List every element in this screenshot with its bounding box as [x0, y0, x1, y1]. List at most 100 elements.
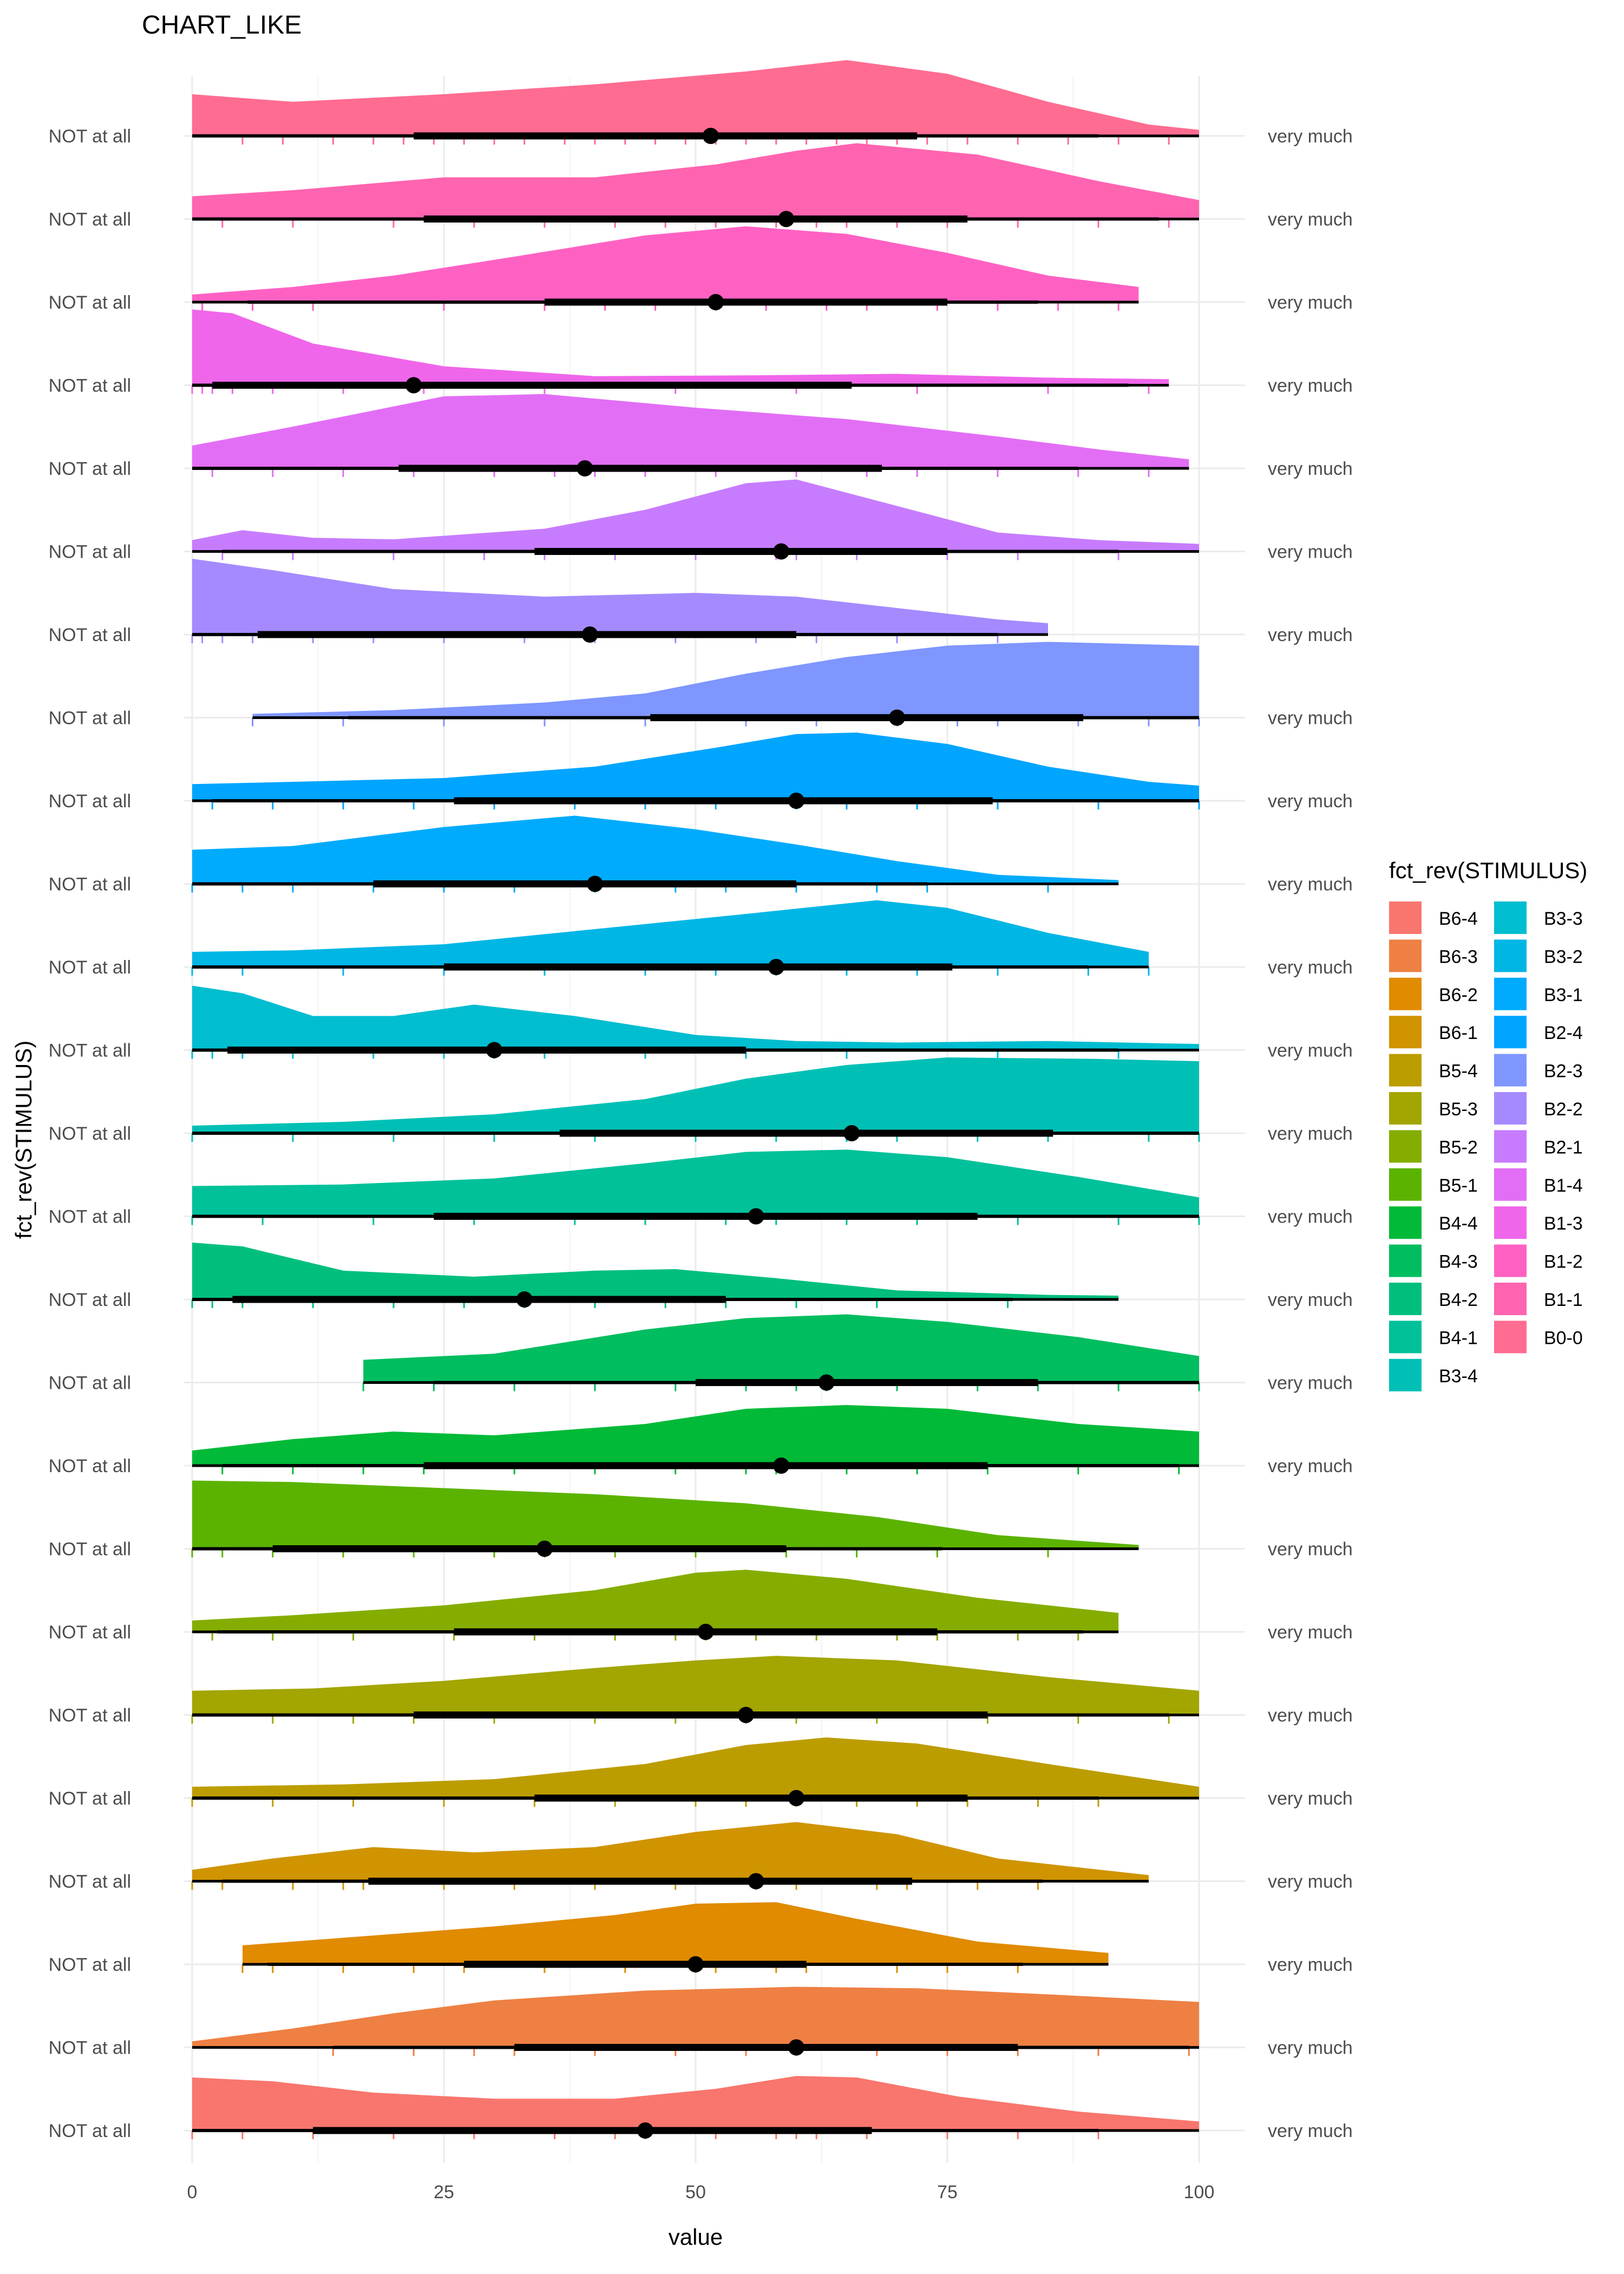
legend-label: B4-2: [1439, 1290, 1478, 1310]
row-label-right: very much: [1268, 1539, 1353, 1560]
row-label-left: NOT at all: [49, 210, 131, 230]
legend-label: B6-2: [1439, 985, 1478, 1005]
row-label-right: very much: [1268, 210, 1353, 230]
median-point: [748, 1208, 764, 1225]
row-label-left: NOT at all: [49, 1207, 131, 1227]
row-label-left: NOT at all: [49, 1706, 131, 1726]
x-tick-label: 100: [1184, 2182, 1215, 2203]
density-cloud: [192, 1656, 1199, 1715]
x-tick-label: 0: [187, 2182, 198, 2203]
legend-label: B3-4: [1439, 1366, 1478, 1387]
row-label-right: very much: [1268, 957, 1353, 978]
median-point: [773, 543, 790, 560]
legend-swatch: [1494, 1168, 1527, 1201]
legend-label: B2-4: [1544, 1023, 1583, 1043]
legend-label: B5-3: [1439, 1099, 1478, 1120]
median-point: [738, 1707, 754, 1723]
row-label-right: very much: [1268, 1955, 1353, 1975]
row-label-left: NOT at all: [49, 126, 131, 147]
row-label-right: very much: [1268, 1788, 1353, 1809]
median-point: [818, 1374, 835, 1391]
legend-swatch: [1494, 1244, 1527, 1277]
median-point: [577, 460, 593, 476]
density-cloud: [192, 309, 1169, 385]
row-labels: NOT at all very much NOT at all very much NO…: [49, 126, 1353, 2141]
median-point: [581, 626, 598, 643]
density-cloud: [192, 479, 1199, 552]
density-cloud: [192, 1822, 1149, 1881]
row-label-right: very much: [1268, 1456, 1353, 1476]
density-cloud: [192, 1987, 1199, 2048]
row-label-right: very much: [1268, 292, 1353, 313]
row-label-right: very much: [1268, 1290, 1353, 1310]
row-label-left: NOT at all: [49, 1622, 131, 1643]
legend-swatch: [1494, 1016, 1527, 1049]
median-point: [486, 1042, 502, 1058]
legend-label: B3-1: [1544, 985, 1583, 1005]
median-point: [702, 128, 719, 144]
legend-swatch: [1494, 977, 1527, 1010]
density-cloud: [192, 2076, 1199, 2131]
density-cloud: [192, 900, 1149, 967]
median-point: [843, 1125, 860, 1141]
legend-swatch: [1389, 1016, 1422, 1049]
legend-label: B6-4: [1439, 909, 1478, 929]
row-label-right: very much: [1268, 791, 1353, 812]
row-label-left: NOT at all: [49, 625, 131, 645]
x-axis-ticks: 0 25 50 75 100: [187, 2182, 1215, 2203]
legend-swatch: [1389, 1283, 1422, 1315]
x-axis-title: value: [669, 2224, 723, 2250]
legend-label: B6-3: [1439, 946, 1478, 967]
median-point: [536, 1540, 553, 1557]
density-cloud: [192, 60, 1199, 136]
row-label-right: very much: [1268, 2121, 1353, 2141]
legend-title: fct_rev(STIMULUS): [1389, 858, 1587, 883]
legend-label: B5-1: [1439, 1175, 1478, 1196]
row-label-right: very much: [1268, 1706, 1353, 1726]
row-label-left: NOT at all: [49, 542, 131, 563]
row-label-right: very much: [1268, 126, 1353, 147]
legend-label: B6-1: [1439, 1023, 1478, 1043]
row-label-left: NOT at all: [49, 2038, 131, 2059]
median-point: [788, 1790, 804, 1806]
legend-label: B1-3: [1544, 1213, 1583, 1234]
density-cloud: [192, 815, 1119, 884]
row-label-left: NOT at all: [49, 292, 131, 313]
interval-bars: [192, 128, 1199, 2139]
median-point: [773, 1458, 790, 1474]
density-cloud: [192, 985, 1199, 1050]
row-label-left: NOT at all: [49, 708, 131, 729]
legend-swatch: [1494, 1206, 1527, 1239]
row-label-right: very much: [1268, 1373, 1353, 1394]
x-tick-label: 75: [937, 2182, 958, 2203]
row-label-left: NOT at all: [49, 1041, 131, 1061]
row-label-left: NOT at all: [49, 1788, 131, 1809]
legend: fct_rev(STIMULUS) B6-4 B6-3 B6-2 B6-1 B5-4 B5…: [1389, 858, 1587, 1391]
density-cloud: [192, 143, 1199, 219]
density-cloud: [252, 642, 1200, 718]
legend-swatch: [1389, 1168, 1422, 1201]
density-cloud: [192, 1405, 1199, 1466]
median-point: [516, 1291, 533, 1308]
legend-swatch: [1389, 1244, 1422, 1277]
legend-swatch: [1494, 1321, 1527, 1354]
row-label-right: very much: [1268, 1622, 1353, 1643]
row-label-left: NOT at all: [49, 1290, 131, 1310]
median-point: [587, 875, 603, 892]
density-cloud: [363, 1314, 1200, 1383]
legend-label: B4-3: [1439, 1252, 1478, 1272]
row-label-right: very much: [1268, 1872, 1353, 1892]
median-point: [778, 211, 795, 227]
row-label-right: very much: [1268, 1207, 1353, 1227]
legend-label: B3-2: [1544, 946, 1583, 967]
median-point: [708, 294, 724, 310]
legend-label: B1-2: [1544, 1252, 1583, 1272]
density-cloud: [243, 1902, 1109, 1964]
legend-swatch: [1494, 901, 1527, 934]
density-clouds: [192, 60, 1200, 2131]
legend-swatch: [1494, 1283, 1527, 1315]
legend-swatch: [1494, 1092, 1527, 1125]
row-label-right: very much: [1268, 376, 1353, 396]
median-point: [788, 2039, 804, 2056]
